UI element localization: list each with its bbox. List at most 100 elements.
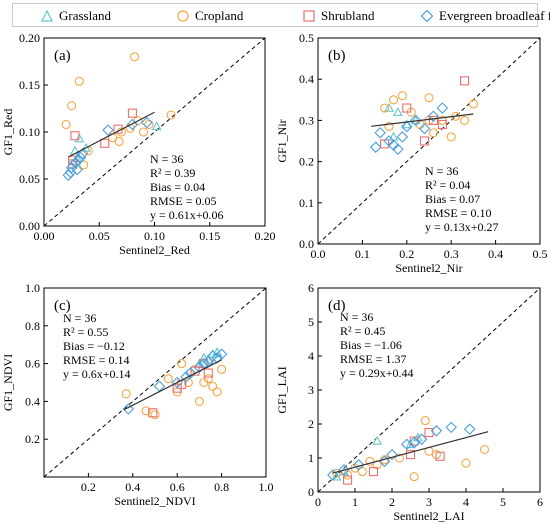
x-tick-label: 0.2 [399,247,414,261]
x-tick-label: 0.20 [255,229,276,243]
data-point [343,475,353,485]
x-axis-label: Sentinel2_NDVI [114,494,195,508]
data-point [331,471,342,481]
data-point [445,421,457,434]
data-point [459,76,470,86]
y-tick-label: 3 [308,383,314,397]
data-point [208,381,218,391]
data-point [397,91,407,101]
y-tick-label: 0.6 [25,357,40,371]
x-axis-label: Sentinel2_Red [119,243,190,257]
fit-line [371,113,474,127]
stats-line: RMSE = 0.14 [63,353,129,367]
stats-line: RMSE = 0.10 [425,206,491,220]
stats-line: N = 36 [340,310,373,324]
data-point [140,116,153,129]
data-point [166,110,176,120]
panel-b-one-to-one-line [317,37,541,245]
data-point [70,131,80,141]
fit-line [332,431,489,474]
y-tick-label: 0.1 [299,196,314,210]
panel-label: (b) [328,48,346,64]
y-tick-label: 0.4 [299,72,314,86]
circle-marker-icon [177,10,189,22]
data-point [408,436,420,449]
legend-item-grassland: Grassland [41,7,111,25]
y-tick-label: 0.05 [19,172,40,186]
x-tick-label: 0.15 [199,229,220,243]
stats-line: Bias = −0.12 [63,339,125,353]
x-tick-label: 0.5 [533,247,548,261]
legend-item-evergreen-broadleaf-forest: Evergreen broadleaf forest [421,7,550,25]
diamond-marker-icon [421,10,433,22]
panel-label: (c) [54,298,71,314]
data-point [420,416,430,426]
data-point [203,374,213,384]
data-point [384,102,394,112]
x-tick-label: 0.4 [488,247,503,261]
panel-a-one-to-one-line [43,37,266,227]
data-point [74,151,87,164]
stats-line: y = 0.13x+0.27 [425,220,499,234]
data-point [392,143,404,156]
y-tick-label: 6 [308,281,314,295]
data-point [430,425,443,437]
data-point [387,139,400,151]
x-tick-label: 5 [500,495,506,509]
data-point [374,126,386,139]
data-point [435,451,445,461]
data-point [76,147,89,160]
x-tick-label: 0.00 [34,229,55,243]
stats-line: R² = 0.04 [425,178,470,192]
data-point [428,128,438,138]
y-axis-label: GF1_Nir [275,119,289,162]
x-tick-label: 0.3 [444,247,459,261]
y-tick-label: 1.0 [25,281,40,295]
data-point [415,433,428,446]
legend-item-shrubland: Shrubland [303,7,374,25]
y-axis-label: GF1_NDVI [1,354,15,411]
panel-label: (d) [328,298,346,314]
data-point [428,115,438,125]
y-tick-label: 0.00 [19,219,40,233]
data-point [331,468,342,478]
data-point [74,133,85,143]
legend-label: Evergreen broadleaf forest [439,8,550,23]
data-point [459,115,470,125]
data-point [427,110,440,123]
data-point [380,103,390,113]
data-point [463,423,476,435]
x-tick-label: 2 [389,495,395,509]
data-point [180,371,192,383]
y-tick-label: 0.5 [299,31,314,45]
stats-line: Bias = 0.07 [425,192,480,206]
data-point [401,438,413,451]
data-point [138,127,148,137]
data-point [357,467,367,477]
y-tick-label: 0.2 [299,155,314,169]
stats-line: R² = 0.55 [63,325,108,339]
y-tick-label: 0.0 [299,237,314,251]
data-point [217,364,227,374]
square-marker-icon [303,10,315,22]
y-tick-label: 0.20 [19,31,40,45]
stats-line: RMSE = 0.05 [150,194,216,208]
panel-b-frame [317,37,541,245]
y-axis-label: GF1_Red [1,109,15,156]
y-tick-label: 4 [308,349,314,363]
data-point [183,377,193,388]
x-tick-label: 0.1 [355,247,370,261]
data-point [468,99,478,109]
y-tick-label: 0.3 [299,113,314,127]
x-tick-label: 0.6 [170,480,185,494]
data-point [327,469,339,481]
stats-line: y = 0.61x+0.06 [150,208,224,222]
stats-line: R² = 0.39 [150,166,195,180]
data-point [369,141,382,153]
data-point [151,121,162,131]
data-point [114,136,124,146]
data-point [130,52,140,62]
data-point [203,368,213,378]
y-axis-label: GF1_LAI [275,366,289,413]
data-point [71,163,83,176]
